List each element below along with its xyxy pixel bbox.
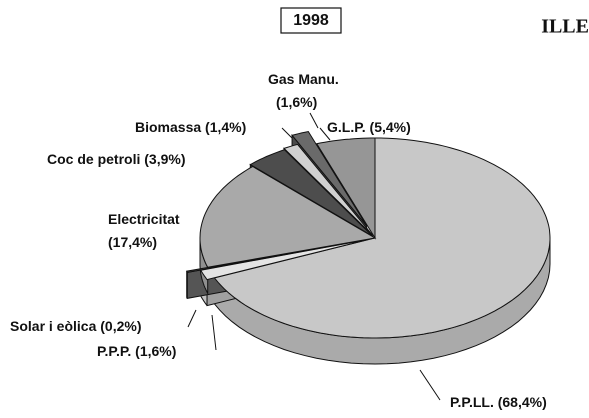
category-label: Biomassa [135, 119, 201, 135]
slice-label: P.P.LL. (68,4%) [450, 394, 547, 410]
slice-label: Electricitat (17,4%) [108, 211, 180, 250]
value-label: (68,4%) [498, 394, 547, 410]
category-label: Gas Manu. [268, 71, 339, 87]
slice-label: Biomassa (1,4%) [135, 119, 246, 135]
chart-title: 1998 [293, 12, 329, 29]
value-label: (17,4%) [108, 234, 157, 250]
value-label: (0,2%) [100, 318, 141, 334]
category-label: Solar i eòlica [10, 318, 97, 334]
leader-lines [187, 112, 441, 401]
value-label: (1,6%) [135, 343, 176, 359]
slice [283, 143, 373, 236]
value-label: (3,9%) [144, 151, 185, 167]
slice [213, 137, 551, 339]
title-box [280, 7, 342, 34]
value-label: (1,4%) [205, 119, 246, 135]
slice [315, 137, 376, 240]
slice [186, 241, 355, 273]
value-label: (5,4%) [370, 119, 411, 135]
slice-label: Gas Manu. (1,6%) [268, 71, 339, 110]
category-label: P.P.LL. [450, 394, 494, 410]
category-label: P.P.P. [97, 343, 131, 359]
slice-label: P.P.P. (1,6%) [97, 343, 176, 359]
value-label: (1,6%) [276, 94, 317, 110]
slice-label: G.L.P. (5,4%) [327, 119, 411, 135]
slice-label: Solar i eòlica (0,2%) [10, 318, 142, 334]
category-label: G.L.P. [327, 119, 366, 135]
slice-label: Coc de petroli (3,9%) [47, 151, 185, 167]
slice [200, 239, 368, 281]
slice [199, 165, 377, 268]
category-label: Electricitat [108, 211, 180, 227]
category-label: Coc de petroli [47, 151, 140, 167]
corner-text: ILLE [541, 16, 589, 38]
slice [249, 149, 373, 237]
slice [291, 130, 368, 227]
